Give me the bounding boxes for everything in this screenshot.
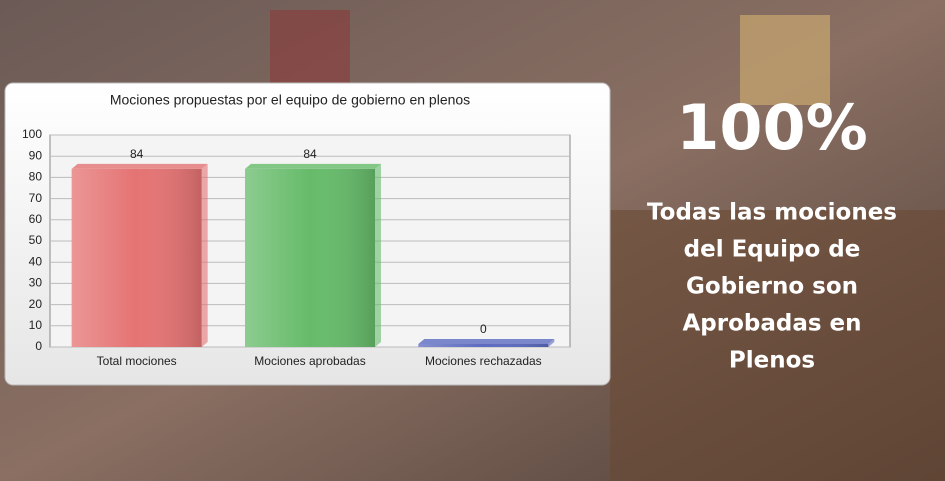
overlay-text: Plenos bbox=[729, 348, 815, 374]
screen: Mociones propuestas por el equipo de gob… bbox=[0, 0, 945, 481]
y-tick-label: 10 bbox=[29, 318, 43, 332]
chart-title: Mociones propuestas por el equipo de gob… bbox=[110, 92, 470, 108]
x-tick-label: Total mociones bbox=[97, 354, 177, 368]
y-tick-label: 80 bbox=[29, 170, 43, 184]
x-tick-label: Mociones aprobadas bbox=[254, 354, 365, 368]
y-tick-label: 50 bbox=[29, 233, 43, 247]
value-label: 0 bbox=[480, 322, 487, 336]
overlay-text: Todas las mociones bbox=[647, 200, 897, 226]
y-tick-label: 100 bbox=[22, 127, 42, 141]
bar-shade bbox=[245, 169, 375, 347]
y-tick-label: 40 bbox=[29, 254, 43, 268]
y-tick-label: 60 bbox=[29, 212, 43, 226]
headline: 100% bbox=[676, 91, 868, 164]
y-tick-label: 70 bbox=[29, 191, 43, 205]
y-tick-label: 0 bbox=[35, 339, 42, 353]
y-tick-label: 90 bbox=[29, 148, 43, 162]
bar-shade bbox=[72, 169, 202, 347]
bar-top bbox=[72, 164, 208, 169]
banner bbox=[270, 10, 350, 90]
y-tick-label: 30 bbox=[29, 276, 43, 290]
overlay-text: del Equipo de bbox=[684, 237, 861, 263]
value-label: 84 bbox=[303, 147, 317, 161]
bar-top bbox=[418, 339, 554, 344]
page: Mociones propuestas por el equipo de gob… bbox=[0, 0, 945, 481]
bar-side bbox=[375, 164, 381, 347]
overlay-text: Aprobadas en bbox=[682, 311, 861, 337]
y-tick-label: 20 bbox=[29, 297, 43, 311]
overlay-text: Gobierno son bbox=[686, 274, 858, 300]
bar-shade bbox=[418, 344, 548, 347]
value-label: 84 bbox=[130, 147, 144, 161]
bar-side bbox=[202, 164, 208, 347]
bar-top bbox=[245, 164, 381, 169]
x-tick-label: Mociones rechazadas bbox=[425, 354, 542, 368]
